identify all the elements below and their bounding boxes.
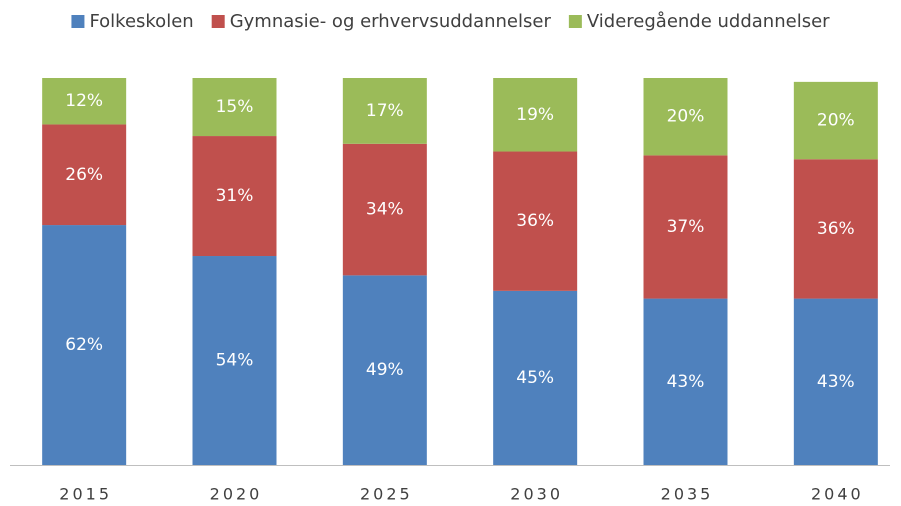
x-tick-label: 2025: [360, 485, 413, 504]
data-label: 20%: [817, 111, 855, 131]
bar-segment: [42, 124, 127, 226]
data-label: 36%: [817, 219, 855, 239]
legend-label: Videregående uddannelser: [587, 11, 830, 32]
x-tick-label: 2015: [59, 485, 112, 504]
data-label: 17%: [366, 101, 404, 121]
data-label: 19%: [516, 105, 554, 125]
data-label: 31%: [216, 186, 254, 206]
legend-label: Gymnasie- og erhvervsuddannelser: [230, 11, 552, 32]
bar-segment: [793, 81, 878, 160]
bar-segment: [342, 78, 427, 144]
legend-swatch: [211, 15, 225, 28]
data-label: 34%: [366, 200, 404, 220]
data-label: 45%: [516, 368, 554, 388]
bar-segment: [342, 275, 427, 465]
bar-segment: [643, 78, 728, 156]
legend-swatch: [568, 15, 582, 28]
legend-label: Folkeskolen: [89, 11, 193, 32]
data-label: 36%: [516, 211, 554, 231]
bar-segment: [42, 78, 127, 125]
bar-segment: [342, 143, 427, 276]
bar-segment: [493, 151, 578, 291]
bar-segment: [192, 256, 277, 465]
x-tick-label: 2040: [811, 485, 864, 504]
bar-segment: [42, 225, 127, 465]
bar-segment: [643, 298, 728, 465]
data-label: 43%: [817, 372, 855, 392]
bar-segment: [793, 298, 878, 465]
data-label: 49%: [366, 360, 404, 380]
legend-swatch: [71, 15, 85, 28]
x-tick-label: 2035: [661, 485, 714, 504]
data-label: 62%: [65, 335, 103, 355]
x-tick-label: 2020: [210, 485, 263, 504]
bar-segment: [192, 78, 277, 137]
data-label: 26%: [65, 165, 103, 185]
x-tick-label: 2030: [510, 485, 563, 504]
data-label: 43%: [667, 372, 705, 392]
legend: Folkeskolen Gymnasie- og erhvervsuddannel…: [71, 11, 830, 32]
data-label: 54%: [216, 351, 254, 371]
data-label: 12%: [65, 91, 103, 111]
bar-segment: [643, 155, 728, 299]
data-label: 15%: [216, 97, 254, 117]
bar-segment: [493, 78, 578, 152]
data-label: 37%: [667, 217, 705, 237]
bar-segment: [192, 136, 277, 257]
bar-segment: [793, 159, 878, 299]
data-label: 20%: [667, 107, 705, 127]
bar-segment: [493, 290, 578, 465]
